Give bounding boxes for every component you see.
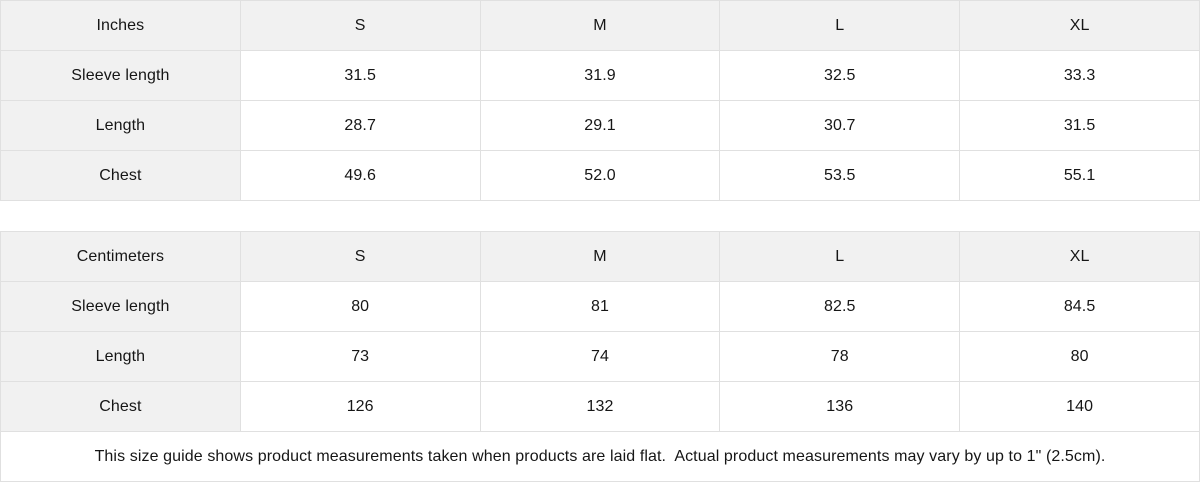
table-spacer bbox=[0, 201, 1200, 231]
size-header-cell-xl: XL bbox=[959, 0, 1200, 51]
table-row: Sleeve length 80 81 82.5 84.5 bbox=[0, 281, 1200, 332]
size-header-cell-xl: XL bbox=[959, 231, 1200, 282]
centimeters-size-table: Centimeters S M L XL Sleeve length 80 81… bbox=[0, 231, 1200, 482]
measurement-value-cell: 80 bbox=[959, 331, 1200, 382]
measurement-value-cell: 132 bbox=[479, 381, 721, 432]
inches-size-table: Inches S M L XL Sleeve length 31.5 31.9 … bbox=[0, 0, 1200, 201]
measurement-value-cell: 32.5 bbox=[719, 50, 961, 101]
measurement-value-cell: 49.6 bbox=[239, 150, 481, 201]
measurement-value-cell: 31.5 bbox=[959, 100, 1200, 151]
measurement-value-cell: 80 bbox=[239, 281, 481, 332]
measurement-value-cell: 74 bbox=[479, 331, 721, 382]
measurement-value-cell: 29.1 bbox=[479, 100, 721, 151]
measurement-label-cell: Chest bbox=[0, 381, 241, 432]
size-header-cell-s: S bbox=[239, 0, 481, 51]
measurement-value-cell: 81 bbox=[479, 281, 721, 332]
inches-header-row: Inches S M L XL bbox=[0, 0, 1200, 51]
size-header-cell-s: S bbox=[239, 231, 481, 282]
centimeters-header-row: Centimeters S M L XL bbox=[0, 231, 1200, 282]
measurement-value-cell: 33.3 bbox=[959, 50, 1200, 101]
unit-header-cell: Centimeters bbox=[0, 231, 241, 282]
measurement-value-cell: 82.5 bbox=[719, 281, 961, 332]
measurement-value-cell: 31.9 bbox=[479, 50, 721, 101]
measurement-label-cell: Length bbox=[0, 331, 241, 382]
measurement-value-cell: 28.7 bbox=[239, 100, 481, 151]
measurement-value-cell: 31.5 bbox=[239, 50, 481, 101]
measurement-label-cell: Sleeve length bbox=[0, 281, 241, 332]
table-row: Length 73 74 78 80 bbox=[0, 331, 1200, 382]
measurement-value-cell: 52.0 bbox=[479, 150, 721, 201]
measurement-value-cell: 55.1 bbox=[959, 150, 1200, 201]
unit-header-cell: Inches bbox=[0, 0, 241, 51]
measurement-label-cell: Sleeve length bbox=[0, 50, 241, 101]
size-header-cell-l: L bbox=[719, 0, 961, 51]
measurement-value-cell: 140 bbox=[959, 381, 1200, 432]
measurement-value-cell: 126 bbox=[239, 381, 481, 432]
table-row: Chest 126 132 136 140 bbox=[0, 381, 1200, 432]
measurement-value-cell: 30.7 bbox=[719, 100, 961, 151]
measurement-label-cell: Chest bbox=[0, 150, 241, 201]
size-header-cell-l: L bbox=[719, 231, 961, 282]
measurement-label-cell: Length bbox=[0, 100, 241, 151]
measurement-value-cell: 53.5 bbox=[719, 150, 961, 201]
size-header-cell-m: M bbox=[479, 0, 721, 51]
size-guide-footnote: This size guide shows product measuremen… bbox=[0, 431, 1200, 482]
footnote-row: This size guide shows product measuremen… bbox=[0, 431, 1200, 482]
measurement-value-cell: 136 bbox=[719, 381, 961, 432]
measurement-value-cell: 78 bbox=[719, 331, 961, 382]
table-row: Chest 49.6 52.0 53.5 55.1 bbox=[0, 150, 1200, 201]
measurement-value-cell: 84.5 bbox=[959, 281, 1200, 332]
measurement-value-cell: 73 bbox=[239, 331, 481, 382]
table-row: Sleeve length 31.5 31.9 32.5 33.3 bbox=[0, 50, 1200, 101]
table-row: Length 28.7 29.1 30.7 31.5 bbox=[0, 100, 1200, 151]
size-header-cell-m: M bbox=[479, 231, 721, 282]
